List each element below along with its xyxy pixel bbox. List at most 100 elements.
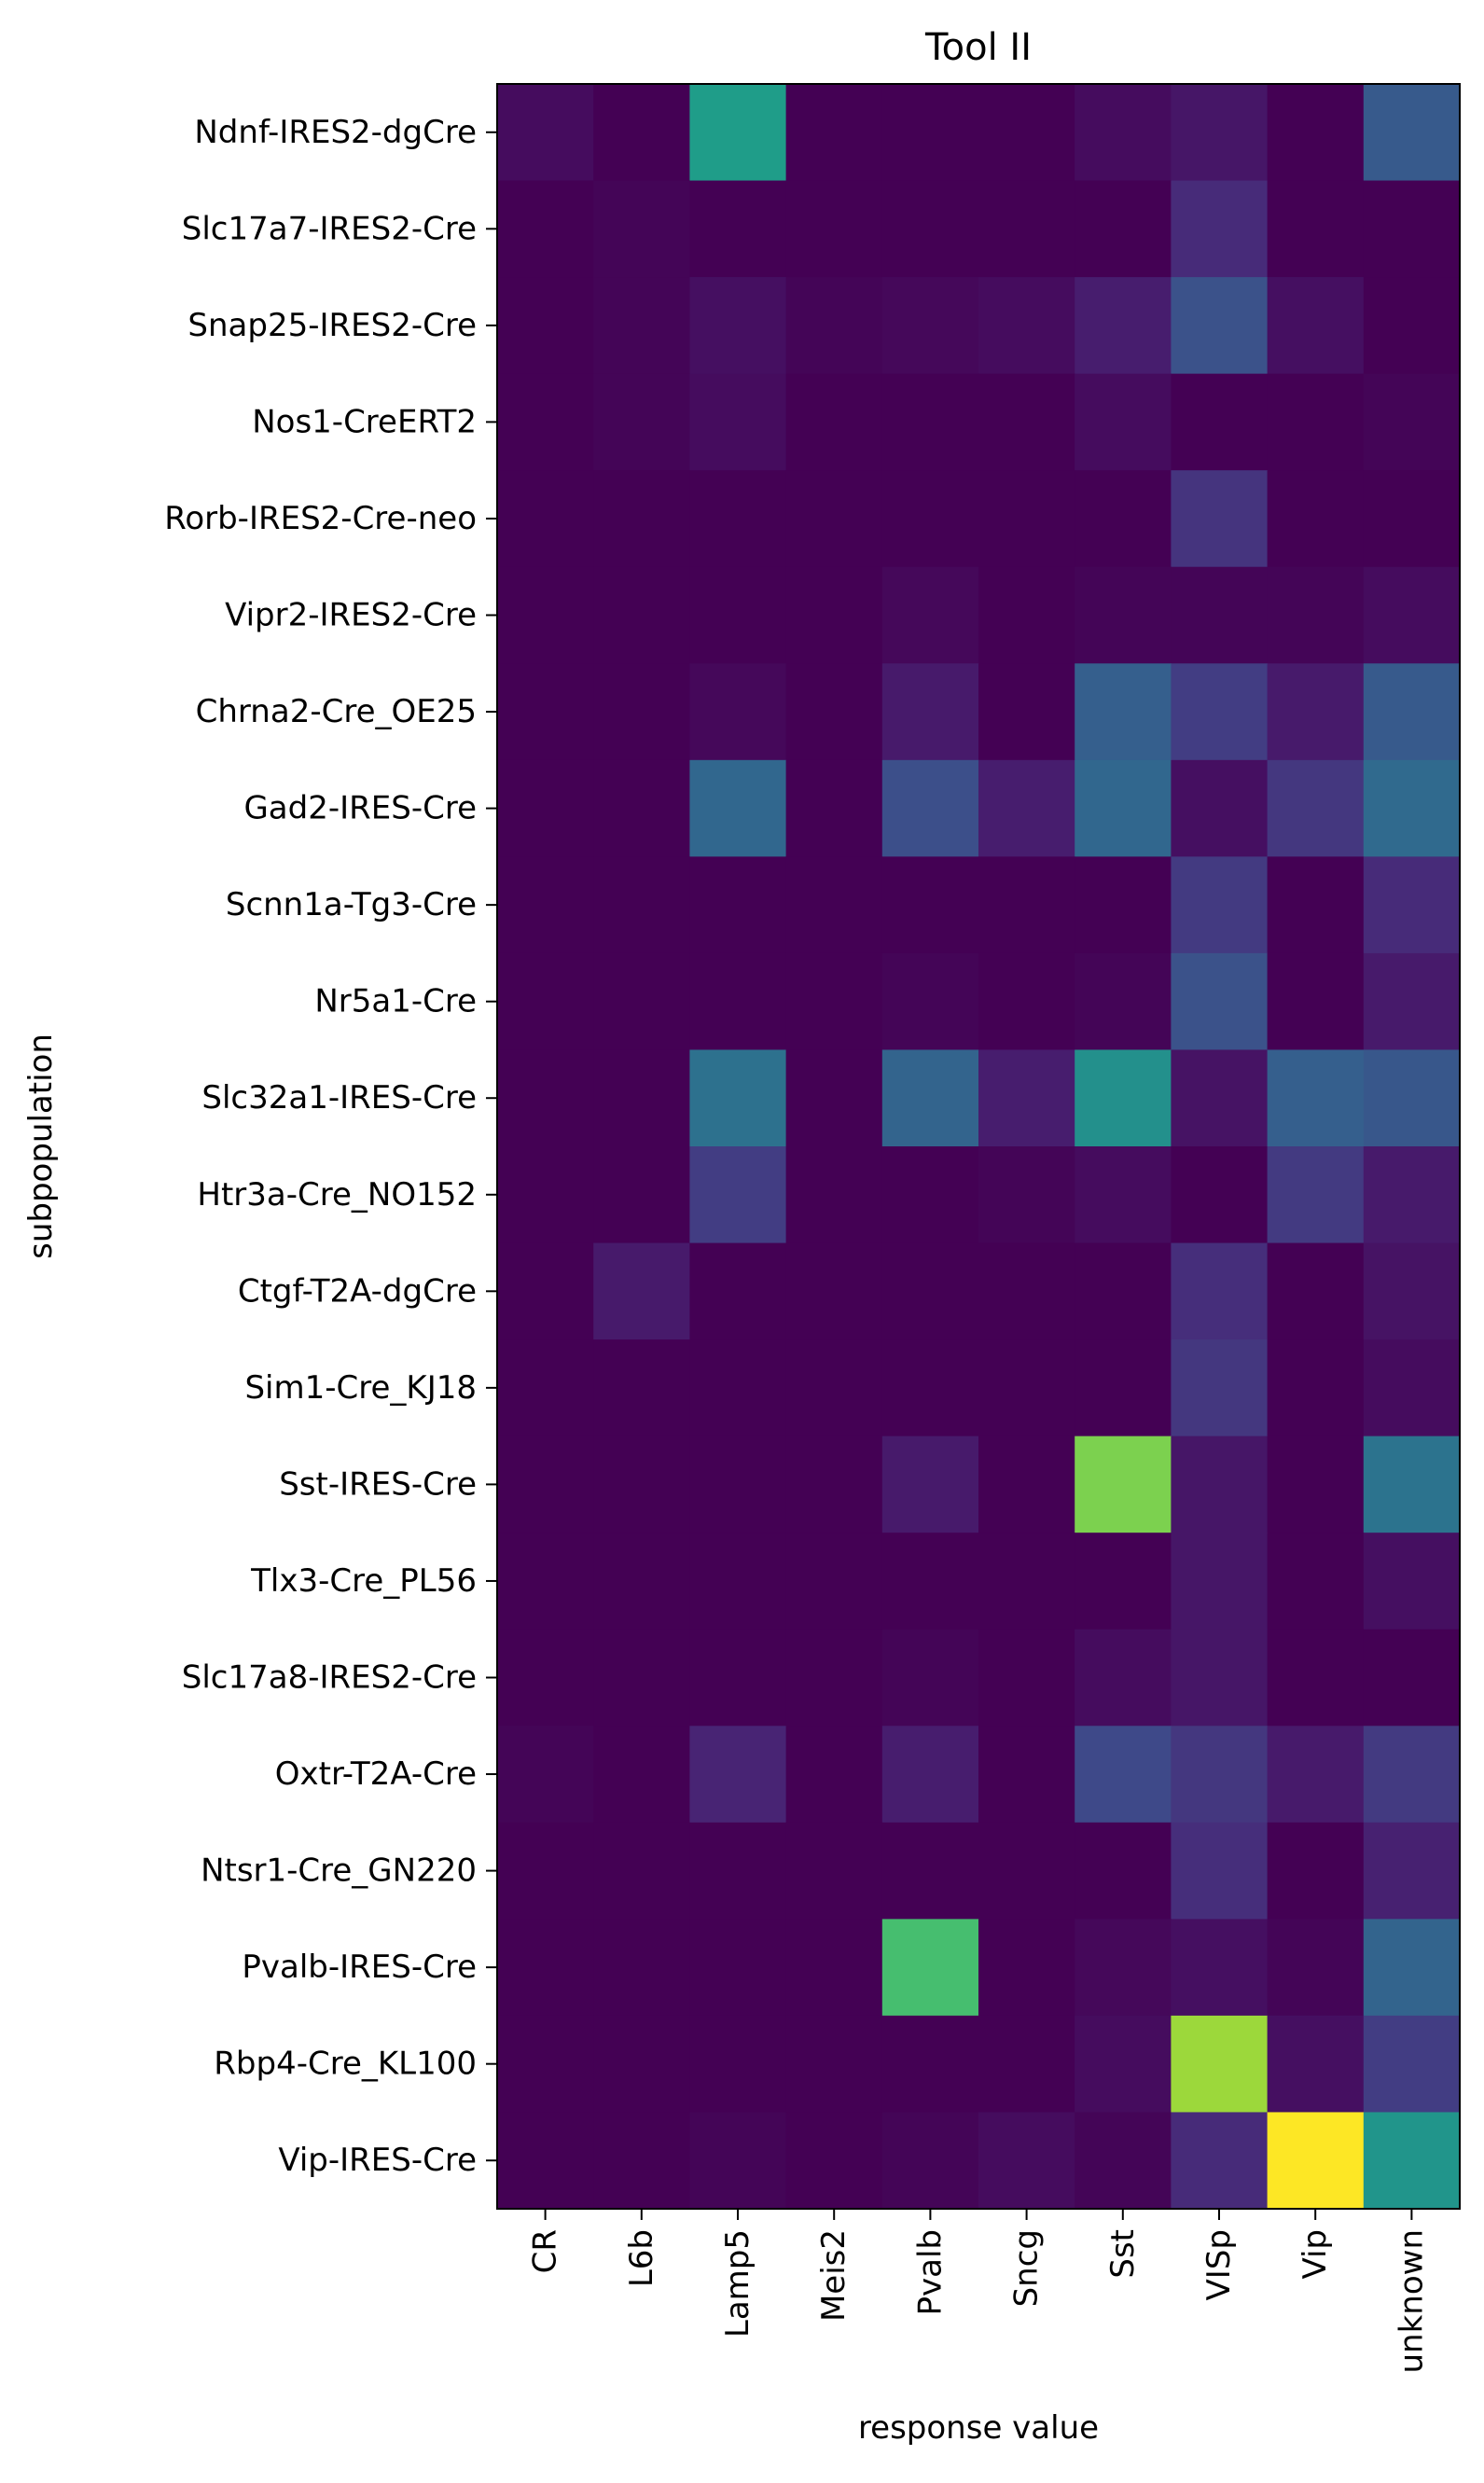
y-tick-label: Sst-IRES-Cre <box>279 1465 477 1503</box>
heatmap-cell <box>1171 1146 1269 1244</box>
heatmap-cell <box>978 1242 1075 1340</box>
y-tick-label: Rorb-IRES2-Cre-neo <box>164 500 477 537</box>
heatmap-cell <box>978 1629 1075 1727</box>
heatmap-cell <box>1267 856 1365 954</box>
y-tick-label: Scnn1a-Tg3-Cre <box>226 886 477 923</box>
heatmap-cell <box>1171 1919 1269 2017</box>
heatmap-cell <box>785 566 883 664</box>
heatmap-cell <box>1363 1919 1461 2017</box>
heatmap-cell <box>593 663 690 761</box>
heatmap-cell <box>1267 663 1365 761</box>
y-tick-label: Slc17a8-IRES2-Cre <box>182 1659 477 1697</box>
heatmap-cell <box>978 1822 1075 1920</box>
heatmap-cell <box>497 1533 594 1630</box>
y-tick-label: Nr5a1-Cre <box>314 983 477 1020</box>
y-tick-label: Chrna2-Cre_OE25 <box>196 693 477 730</box>
heatmap-cell <box>881 2015 979 2114</box>
heatmap-cell <box>497 566 594 664</box>
heatmap-cell <box>593 856 690 954</box>
heatmap-cell <box>881 84 979 182</box>
heatmap-cell <box>1267 277 1365 375</box>
heatmap-cell <box>593 1339 690 1437</box>
heatmap-cell <box>881 1242 979 1340</box>
y-tick-label: Ntsr1-Cre_GN220 <box>201 1852 477 1890</box>
heatmap-cell <box>593 373 690 471</box>
y-tick-label: Htr3a-Cre_NO152 <box>197 1176 477 1214</box>
heatmap-cell <box>689 373 787 471</box>
heatmap-cell <box>1363 566 1461 664</box>
x-tick-label: Meis2 <box>815 2229 853 2322</box>
heatmap-cell <box>1171 2112 1269 2210</box>
heatmap-cell <box>497 180 594 278</box>
heatmap-cell <box>1363 1629 1461 1727</box>
heatmap-cell <box>593 84 690 182</box>
heatmap-cell <box>497 1146 594 1244</box>
heatmap-cell <box>689 2112 787 2210</box>
y-tick-label: Vipr2-IRES2-Cre <box>225 597 477 634</box>
x-tick-label: VISp <box>1200 2229 1238 2300</box>
heatmap-cell <box>881 180 979 278</box>
heatmap-cell <box>785 1146 883 1244</box>
heatmap-cell <box>1267 2112 1365 2210</box>
heatmap-cell <box>1363 277 1461 375</box>
heatmap-cell <box>785 663 883 761</box>
heatmap-cell <box>785 1242 883 1340</box>
heatmap-cell <box>497 1242 594 1340</box>
y-tick-label: Pvalb-IRES-Cre <box>242 1949 477 1986</box>
heatmap-cell <box>1075 566 1172 664</box>
heatmap-cell <box>881 277 979 375</box>
heatmap-cell <box>1363 1533 1461 1630</box>
heatmap-cell <box>1075 1436 1172 1533</box>
heatmap-cell <box>497 1436 594 1533</box>
heatmap-cell <box>978 84 1075 182</box>
heatmap-cell <box>1363 84 1461 182</box>
heatmap-cell <box>978 1533 1075 1630</box>
heatmap-cell <box>1075 1726 1172 1824</box>
heatmap-cell <box>785 277 883 375</box>
heatmap-cell <box>1171 566 1269 664</box>
heatmap-cell <box>689 277 787 375</box>
x-tick-label: L6b <box>623 2229 660 2287</box>
heatmap-cell <box>689 1726 787 1824</box>
heatmap-cell <box>689 759 787 857</box>
heatmap-cell <box>689 1049 787 1147</box>
heatmap-cell <box>1171 1242 1269 1340</box>
heatmap-cell <box>1075 2112 1172 2210</box>
heatmap-cell <box>1171 1533 1269 1630</box>
heatmap-cell <box>689 1822 787 1920</box>
heatmap-cell <box>689 663 787 761</box>
y-tick-label: Ndnf-IRES2-dgCre <box>194 114 477 151</box>
heatmap-cell <box>978 566 1075 664</box>
heatmap-cell <box>1075 373 1172 471</box>
heatmap-cell <box>593 180 690 278</box>
heatmap-cell <box>497 2112 594 2210</box>
heatmap-cell <box>978 277 1075 375</box>
x-tick-label: unknown <box>1393 2229 1430 2374</box>
heatmap-cell <box>1075 1049 1172 1147</box>
heatmap-cell <box>689 952 787 1051</box>
heatmap-cell <box>785 1629 883 1727</box>
heatmap-cell <box>593 566 690 664</box>
heatmap-cell <box>1171 84 1269 182</box>
heatmap-cell <box>689 1436 787 1533</box>
heatmap-cell <box>1075 277 1172 375</box>
x-tick-label: Sncg <box>1008 2229 1046 2307</box>
heatmap-cell <box>1171 1629 1269 1727</box>
heatmap-cell <box>881 2112 979 2210</box>
heatmap-cell <box>593 1726 690 1824</box>
heatmap-cell <box>1267 84 1365 182</box>
heatmap-cell <box>1267 180 1365 278</box>
heatmap-cell <box>1267 1146 1365 1244</box>
heatmap-cell <box>593 1533 690 1630</box>
heatmap-cell <box>497 1629 594 1727</box>
heatmap-cell <box>785 1339 883 1437</box>
heatmap-cell <box>1075 180 1172 278</box>
heatmap-cell <box>593 1049 690 1147</box>
heatmap-cell <box>497 952 594 1051</box>
heatmap-cell <box>1075 856 1172 954</box>
x-axis-label: response value <box>858 2409 1099 2447</box>
heatmap-cell <box>1267 952 1365 1051</box>
heatmap-cell <box>497 1339 594 1437</box>
heatmap-cell <box>1267 759 1365 857</box>
heatmap-cell <box>1171 373 1269 471</box>
